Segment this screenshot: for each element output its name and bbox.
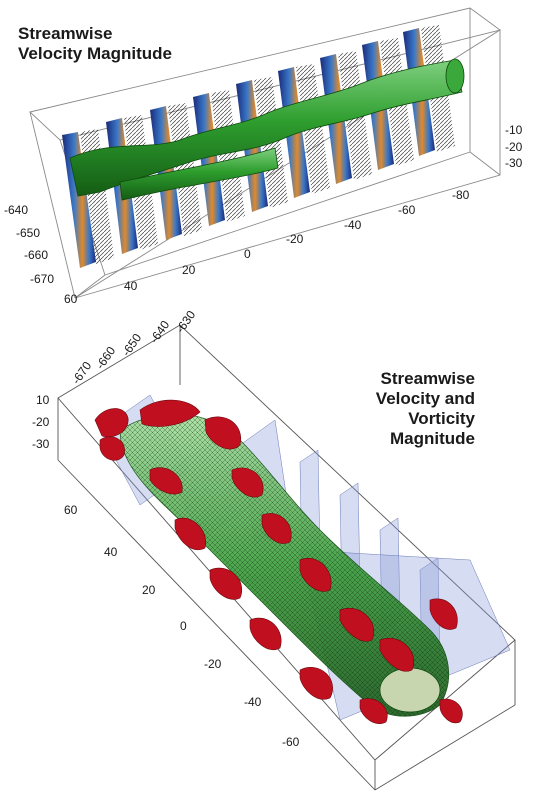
top-tick-x: 20 [182, 263, 196, 277]
top-tick-y: -20 [505, 140, 523, 154]
top-tick-z: -650 [16, 226, 40, 240]
bottom-tick-x: 40 [104, 545, 118, 559]
top-tick-z: -670 [30, 272, 54, 286]
top-tick-x: -20 [286, 232, 304, 246]
top-velocity-arrows [80, 25, 455, 264]
bottom-axis-z: -670 -660 -650 -640 -630 [69, 308, 198, 387]
bottom-axis-y: 10 -20 -30 [32, 393, 50, 451]
top-tick-x: 0 [244, 247, 251, 261]
top-axis-x: 60 40 20 0 -20 -40 -60 -80 [64, 188, 470, 306]
bottom-title-line3: Vorticity [408, 409, 475, 428]
slice-1 [62, 132, 96, 268]
top-tick-x: 60 [64, 292, 78, 306]
top-tick-z: -640 [4, 203, 28, 217]
bottom-vorticity-isosurface [94, 399, 463, 724]
bottom-tick-z: -630 [173, 308, 198, 336]
top-tick-y: -10 [505, 123, 523, 137]
top-axis-y: -10 -20 -30 [505, 123, 523, 170]
top-panel-title: Streamwise Velocity Magnitude [18, 24, 172, 64]
bottom-title-line2: Velocity and [375, 389, 475, 408]
slice-4 [193, 93, 225, 226]
bottom-tick-x: -20 [204, 657, 222, 671]
bottom-panel-title: Streamwise Velocity and Vorticity Magnit… [335, 369, 475, 449]
top-velocity-isosurface [69, 58, 465, 201]
top-panel: 60 40 20 0 -20 -40 -60 -80 -640 -650 -66… [4, 7, 523, 306]
bottom-tick-y: 10 [36, 393, 50, 407]
top-axis-z: -640 -650 -660 -670 [4, 203, 54, 286]
bottom-tick-x: 60 [64, 503, 78, 517]
top-tick-x: -80 [452, 188, 470, 202]
top-title-line1: Streamwise [18, 24, 113, 43]
bottom-tick-z: -650 [119, 331, 144, 359]
top-title-line2: Velocity Magnitude [18, 44, 172, 63]
top-tick-x: -40 [344, 218, 362, 232]
bottom-panel: -670 -660 -650 -640 -630 10 -20 -30 60 4… [32, 308, 516, 791]
bottom-tick-y: -30 [32, 437, 50, 451]
bottom-tick-y: -20 [32, 415, 50, 429]
top-tick-z: -660 [24, 248, 48, 262]
bottom-title-line4: Magnitude [390, 429, 475, 448]
bottom-tick-x: -40 [244, 695, 262, 709]
top-tick-y: -30 [505, 156, 523, 170]
bottom-tick-x: -60 [282, 735, 300, 749]
bottom-tick-z: -660 [93, 344, 118, 372]
bottom-title-line1: Streamwise [380, 369, 476, 388]
bottom-tick-z: -670 [69, 359, 94, 387]
bottom-axis-x: 60 40 20 0 -20 -40 -60 [64, 503, 300, 749]
top-tick-x: 40 [124, 279, 138, 293]
bottom-tick-x: 20 [142, 583, 156, 597]
bottom-tick-x: 0 [180, 619, 187, 633]
top-tick-x: -60 [398, 203, 416, 217]
